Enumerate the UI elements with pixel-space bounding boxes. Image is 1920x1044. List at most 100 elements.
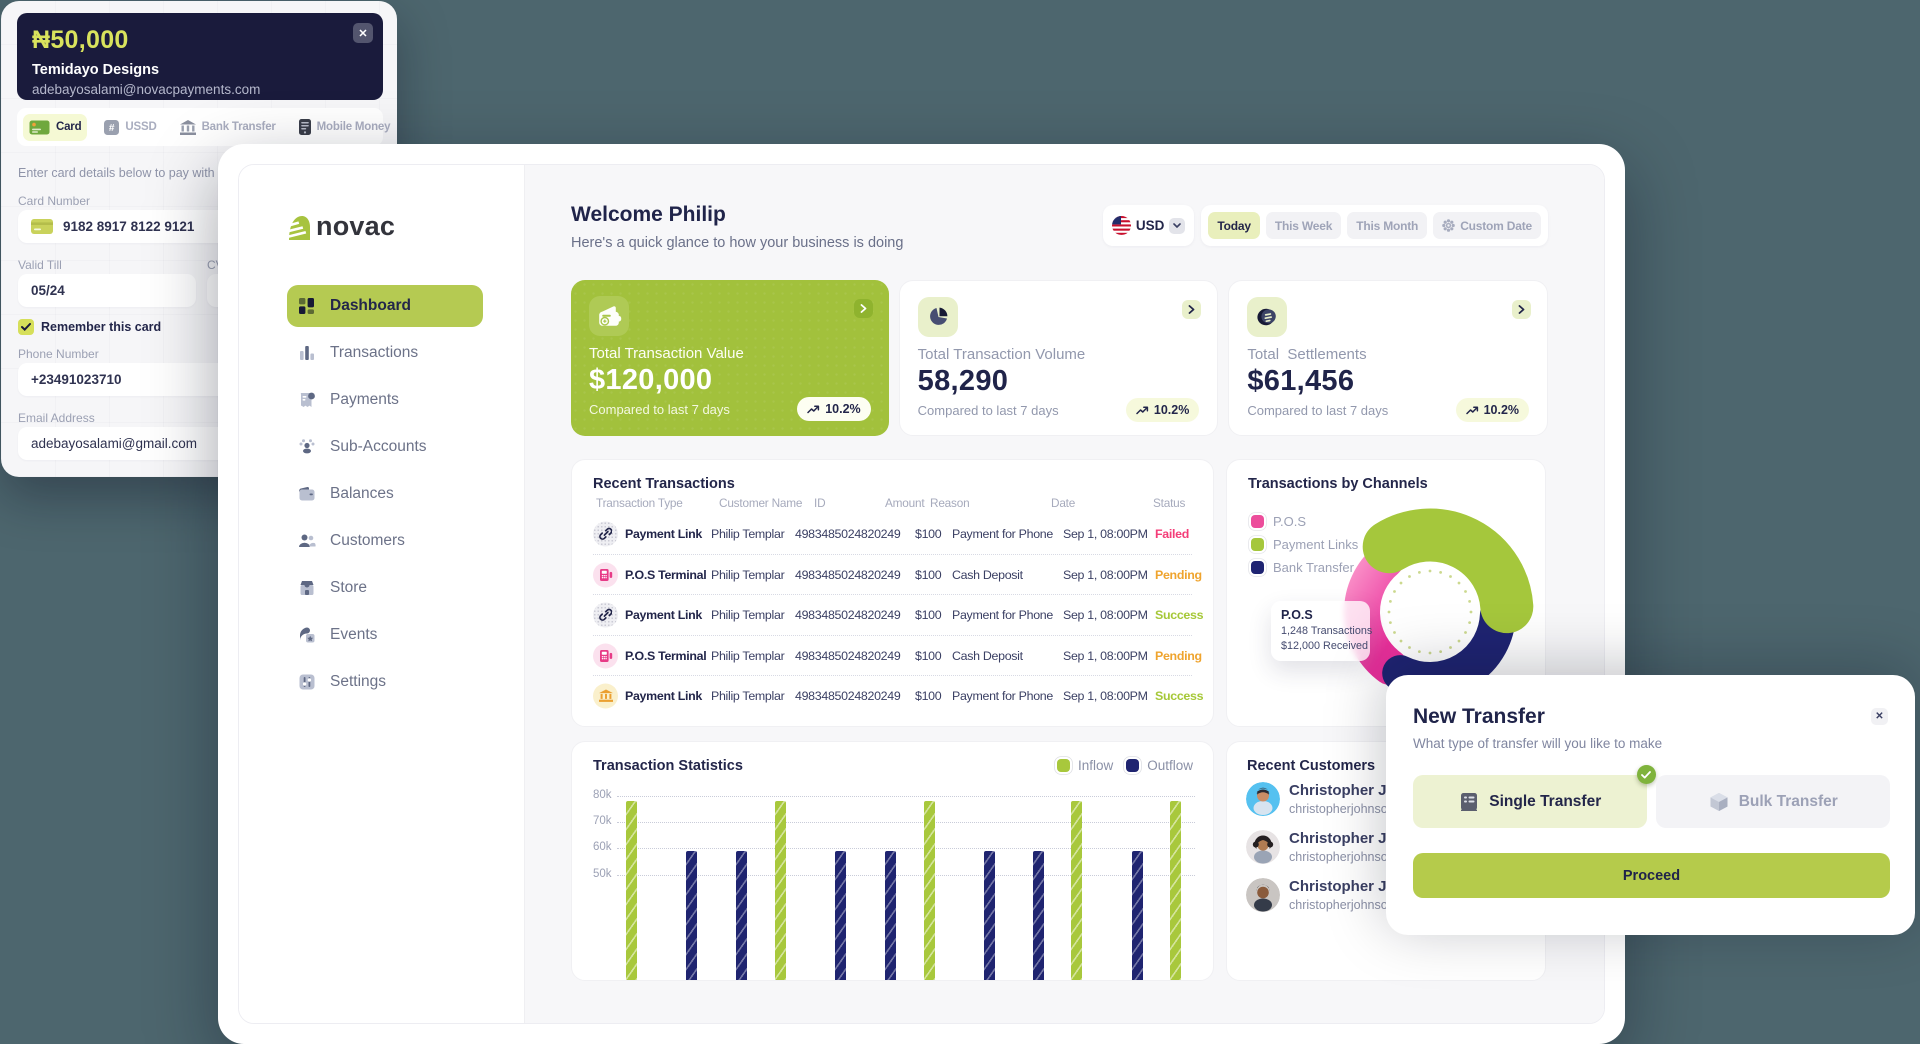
sidebar-item-dashboard[interactable]: Dashboard — [287, 285, 483, 327]
proceed-button[interactable]: Proceed — [1413, 853, 1890, 898]
cell-transaction-type: Payment Link — [625, 526, 702, 541]
chevron-right-icon[interactable] — [1182, 300, 1202, 319]
option-bulk-transfer[interactable]: Bulk Transfer — [1655, 775, 1890, 828]
sidebar-item-label: Payments — [330, 391, 399, 408]
checkbox-checked-icon[interactable] — [18, 319, 34, 335]
legend-label: Bank Transfer — [1273, 560, 1354, 575]
cell-customer-name: Philip Templar — [711, 689, 785, 704]
cell-status: Success — [1155, 689, 1204, 704]
transactions-table-header: Transaction Type Customer Name ID Amount… — [593, 496, 1192, 512]
cell-amount: $100 — [915, 689, 942, 704]
donut-dot — [1399, 639, 1403, 643]
option-single-transfer[interactable]: Single Transfer — [1413, 765, 1656, 828]
table-row[interactable]: Payment Link Philip Templar 49834850248202… — [593, 513, 1192, 554]
mobile-money-icon — [298, 119, 311, 135]
usa-flag-icon — [1111, 216, 1131, 235]
bar-outflow — [1131, 851, 1143, 980]
sidebar-item-transactions[interactable]: Transactions — [287, 332, 483, 374]
tab-label: USSD — [125, 121, 157, 133]
sidebar-item-balances[interactable]: Balances — [287, 473, 483, 515]
legend-item-outflow: Outflow — [1126, 758, 1193, 773]
channels-legend: P.O.S Payment Links Bank Transfer — [1251, 514, 1358, 583]
recent-customers-title: Recent Customers — [1247, 758, 1376, 774]
cell-reason: Payment for Phone — [952, 689, 1053, 704]
range-custom-date[interactable]: Custom Date — [1433, 212, 1541, 239]
donut-dot — [1393, 631, 1396, 634]
close-icon[interactable]: ✕ — [1871, 708, 1888, 725]
column-header: Date — [1051, 496, 1076, 510]
trend-up-icon — [1465, 405, 1478, 414]
avatar — [1246, 878, 1280, 912]
stat-note: Compared to last 7 days — [917, 402, 1059, 418]
sidebar-item-settings[interactable]: Settings — [287, 661, 483, 703]
sidebar-item-store[interactable]: Store — [287, 567, 483, 609]
column-header: Customer Name — [719, 496, 803, 510]
sidebar-item-label: Balances — [330, 485, 394, 502]
cell-customer-name: Philip Templar — [711, 608, 785, 623]
cell-status: Pending — [1155, 567, 1202, 582]
column-header: Reason — [930, 496, 970, 510]
stat-delta-badge: 10.2% — [1455, 398, 1530, 422]
valid-till-input[interactable]: 05/24 — [18, 274, 196, 307]
tab-label: Mobile Money — [316, 121, 391, 133]
phone-value: +23491023710 — [31, 372, 122, 387]
remember-card-checkbox-row[interactable]: Remember this card — [18, 319, 161, 335]
cell-date: Sep 1, 08:00PM — [1063, 648, 1148, 663]
table-row[interactable]: Payment Link Philip Templar 49834850248202… — [593, 594, 1204, 635]
stat-title: Total Transaction Volume — [917, 346, 1086, 363]
svg-text:#: # — [109, 123, 115, 134]
stat-value: $120,000 — [589, 364, 713, 396]
ussd-icon: # — [104, 119, 120, 135]
transaction-type-icon-wrap — [593, 643, 618, 669]
close-icon[interactable]: ✕ — [353, 23, 373, 43]
legend-label: Payment Links — [1273, 537, 1359, 552]
sub-accounts-icon — [299, 439, 315, 454]
tab-mobile-money[interactable]: Mobile Money — [293, 113, 397, 141]
stat-delta-value: 10.2% — [1483, 403, 1520, 417]
sidebar-item-sub-accounts[interactable]: Sub-Accounts — [287, 426, 483, 468]
customers-icon — [299, 534, 316, 547]
range-this-month[interactable]: This Month — [1347, 212, 1428, 239]
cell-customer-name: Philip Templar — [711, 567, 785, 582]
cell-reason: Cash Deposit — [952, 567, 1023, 582]
column-header: ID — [814, 496, 826, 510]
range-label: Today — [1217, 218, 1251, 233]
currency-select[interactable]: USD — [1102, 205, 1195, 246]
sidebar-item-payments[interactable]: Payments — [287, 379, 483, 421]
tab-bank-transfer[interactable]: Bank Transfer — [174, 114, 282, 141]
donut-tooltip: P.O.S 1,248 Transactions $12,000 Receive… — [1271, 601, 1372, 661]
remember-card-label: Remember this card — [41, 320, 162, 334]
sidebar-item-events[interactable]: Events — [287, 614, 483, 656]
payments-icon — [300, 392, 315, 407]
donut-dot — [1393, 590, 1396, 593]
bar-inflow — [774, 801, 786, 980]
sidebar-item-label: Dashboard — [330, 297, 411, 314]
table-row[interactable]: P.O.S Terminal Philip Templar 498348502482… — [593, 634, 1202, 676]
stat-title: Total Transaction Value — [589, 345, 744, 362]
cell-customer-name: Philip Templar — [711, 648, 785, 663]
range-this-week[interactable]: This Week — [1265, 212, 1342, 239]
chevron-down-icon[interactable] — [1169, 217, 1186, 234]
range-today[interactable]: Today — [1208, 212, 1260, 239]
transactions-icon — [300, 346, 314, 360]
range-label: This Week — [1274, 218, 1333, 233]
table-row[interactable]: P.O.S Terminal Philip Templar 498348502482… — [593, 553, 1202, 595]
table-row[interactable]: Payment Link Philip Templar 49834850248202… — [593, 675, 1204, 716]
transaction-type-icon-wrap — [593, 521, 618, 546]
tab-card[interactable]: Card — [23, 113, 88, 141]
sidebar-item-customers[interactable]: Customers — [287, 520, 483, 562]
cell-reason: Cash Deposit — [952, 648, 1023, 663]
bar-outflow — [685, 851, 697, 980]
single-transfer-icon — [1461, 792, 1478, 811]
stat-note: Compared to last 7 days — [1247, 402, 1389, 418]
cell-id: 4983485024820249 — [795, 526, 901, 541]
transaction-type-icon-wrap — [593, 562, 618, 588]
bar-outflow — [834, 851, 846, 980]
chevron-right-icon[interactable] — [1512, 300, 1532, 319]
sidebar: novac Dashboard Transactions Payments S — [239, 165, 524, 1023]
avatar — [1246, 782, 1280, 816]
tab-ussd[interactable]: # USSD — [98, 114, 162, 141]
store-icon — [300, 581, 314, 595]
legend-label: Inflow — [1077, 758, 1114, 773]
chevron-right-icon[interactable] — [853, 299, 873, 318]
